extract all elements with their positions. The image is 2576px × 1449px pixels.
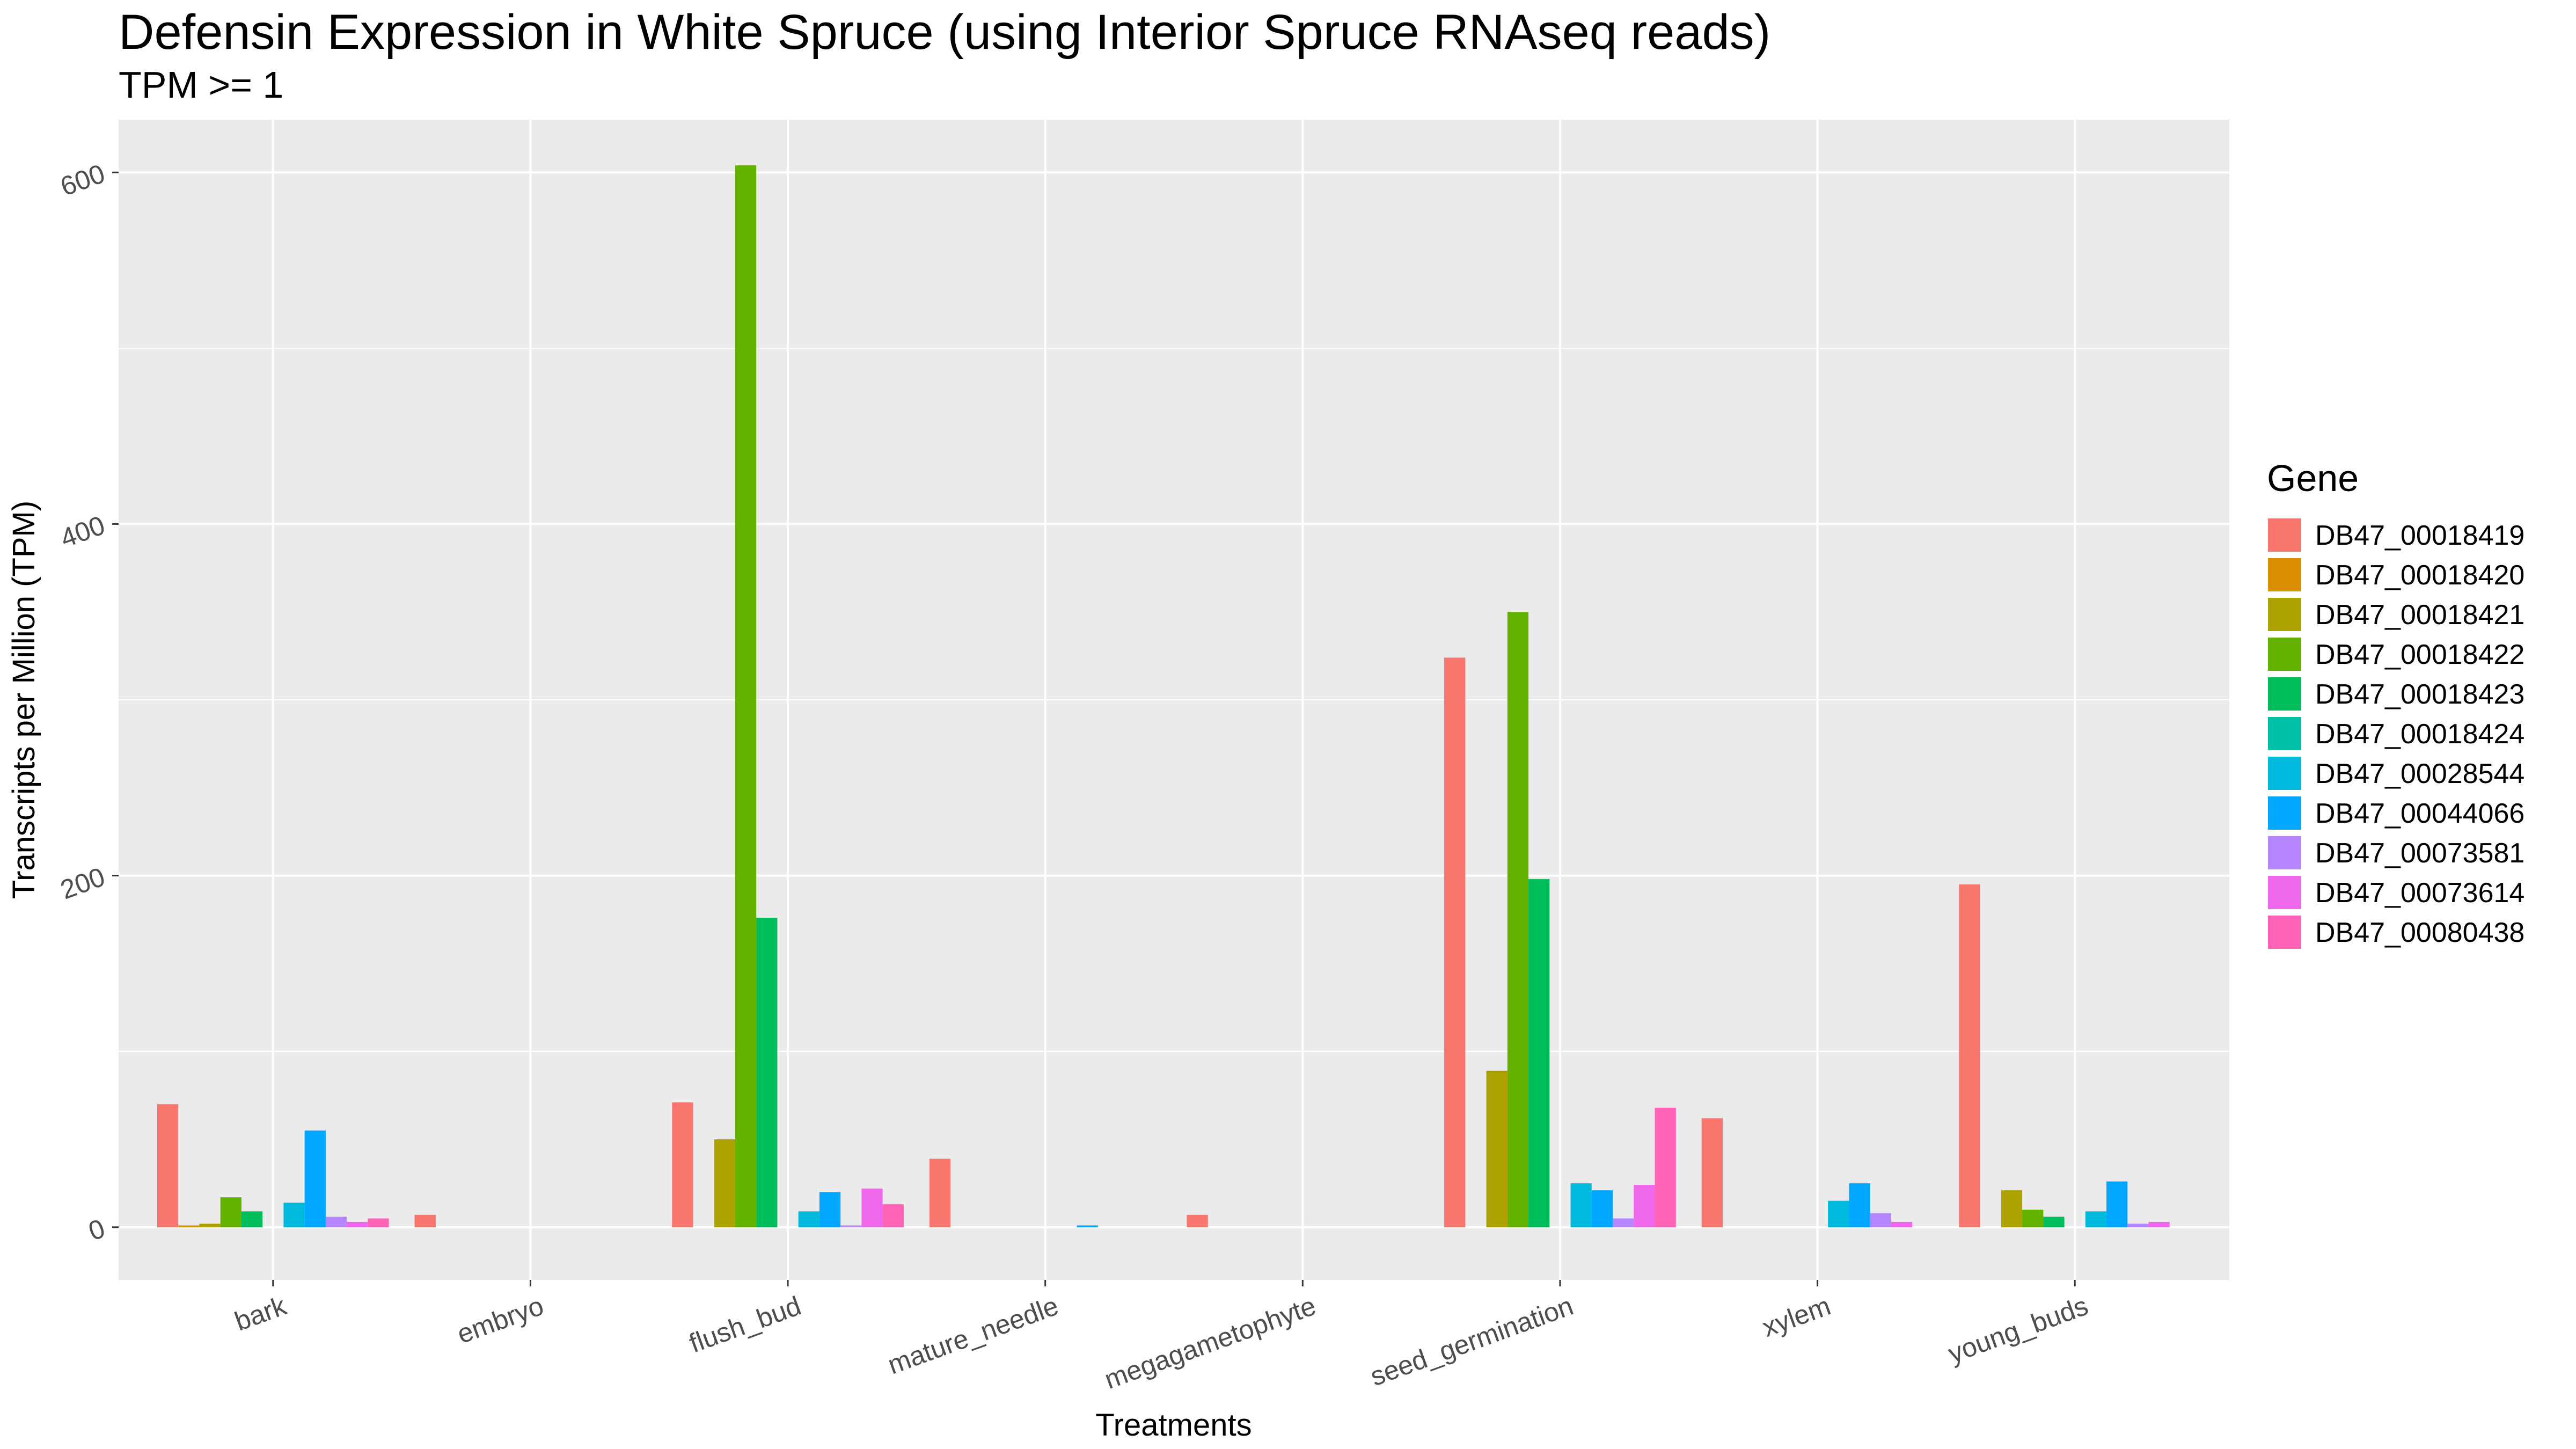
bar	[347, 1221, 368, 1227]
bar	[241, 1211, 263, 1227]
legend-key	[2268, 717, 2301, 750]
bar	[1444, 657, 1466, 1227]
y-axis-title: Transcripts per Million (TPM)	[6, 501, 41, 899]
bar	[798, 1211, 819, 1227]
bar	[1077, 1225, 1098, 1227]
bar	[2043, 1217, 2065, 1227]
x-tick-label: young_buds	[1944, 1291, 2092, 1369]
bar	[819, 1192, 841, 1227]
bar	[756, 918, 778, 1227]
bar	[2148, 1221, 2170, 1227]
legend: Gene DB47_00018419 DB47_00018420 DB47_0001…	[2267, 457, 2524, 949]
legend-label: DB47_00080438	[2315, 917, 2524, 948]
bar	[1828, 1201, 1849, 1227]
legend-key	[2268, 796, 2301, 830]
x-axis-title: Treatments	[1095, 1408, 1252, 1443]
bar	[1591, 1190, 1613, 1227]
bar	[304, 1130, 326, 1227]
bar	[1655, 1107, 1676, 1227]
x-tick-label: flush_bud	[685, 1291, 805, 1359]
bar	[929, 1158, 951, 1227]
legend-label: DB47_00018420	[2315, 560, 2524, 591]
bar	[840, 1225, 862, 1227]
bars	[157, 165, 2170, 1227]
x-axis: bark embryo flush_bud mature_needle megagame…	[231, 1280, 2092, 1395]
x-tick-label: embryo	[453, 1291, 547, 1350]
legend-key	[2268, 916, 2301, 949]
bar	[1870, 1213, 1891, 1227]
legend-title: Gene	[2267, 457, 2359, 499]
legend-label: DB47_00018423	[2315, 679, 2524, 710]
bar	[368, 1218, 389, 1227]
legend-key	[2268, 836, 2301, 869]
bar	[861, 1188, 883, 1227]
legend-key	[2268, 598, 2301, 631]
y-axis: 0 200 400 600	[56, 158, 119, 1247]
legend-label: DB47_00018422	[2315, 639, 2524, 670]
legend-key	[2268, 757, 2301, 790]
bar	[672, 1102, 693, 1227]
bar	[414, 1214, 436, 1227]
legend-label: DB47_00028544	[2315, 758, 2524, 789]
bar	[1849, 1183, 1870, 1227]
legend-label: DB47_00018419	[2315, 520, 2524, 551]
bar	[714, 1139, 735, 1227]
bar	[1528, 879, 1550, 1227]
bar	[1891, 1221, 1913, 1227]
legend-key	[2268, 558, 2301, 591]
legend-label: DB47_00018421	[2315, 599, 2524, 631]
bar	[2085, 1211, 2107, 1227]
x-tick-label: xylem	[1758, 1291, 1834, 1343]
legend-label: DB47_00018424	[2315, 719, 2524, 750]
bar	[199, 1224, 221, 1227]
legend-key	[2268, 638, 2301, 671]
bar	[2106, 1181, 2128, 1227]
legend-key	[2268, 876, 2301, 909]
bar	[220, 1197, 241, 1227]
x-tick-label: seed_germination	[1366, 1291, 1577, 1392]
bar	[2127, 1224, 2149, 1227]
bar	[1570, 1183, 1592, 1227]
x-tick-label: mature_needle	[884, 1291, 1063, 1380]
bar	[882, 1204, 904, 1227]
bar	[1959, 884, 1980, 1227]
y-tick-label: 0	[84, 1213, 108, 1246]
bar	[1701, 1118, 1723, 1227]
chart-subtitle: TPM >= 1	[119, 64, 284, 106]
legend-label: DB47_00073614	[2315, 877, 2524, 909]
bar	[2001, 1190, 2023, 1227]
bar	[1507, 612, 1529, 1227]
bar	[735, 165, 757, 1227]
bar	[178, 1225, 200, 1227]
bar	[1613, 1218, 1634, 1227]
legend-label: DB47_00044066	[2315, 798, 2524, 829]
legend-key	[2268, 518, 2301, 552]
x-tick-label: bark	[231, 1290, 290, 1336]
legend-label: DB47_00073581	[2315, 838, 2524, 869]
bar	[1486, 1071, 1507, 1227]
bar	[283, 1202, 305, 1227]
chart-title: Defensin Expression in White Spruce (usi…	[119, 5, 1771, 60]
y-tick-label: 200	[56, 861, 109, 905]
y-tick-label: 400	[56, 510, 109, 553]
bar	[1187, 1214, 1208, 1227]
bar	[1634, 1185, 1655, 1227]
y-tick-label: 600	[56, 158, 109, 202]
x-tick-label: megagametophyte	[1101, 1291, 1320, 1395]
bar	[157, 1104, 179, 1227]
bar	[325, 1217, 347, 1227]
legend-key	[2268, 677, 2301, 711]
bar	[2022, 1209, 2044, 1227]
